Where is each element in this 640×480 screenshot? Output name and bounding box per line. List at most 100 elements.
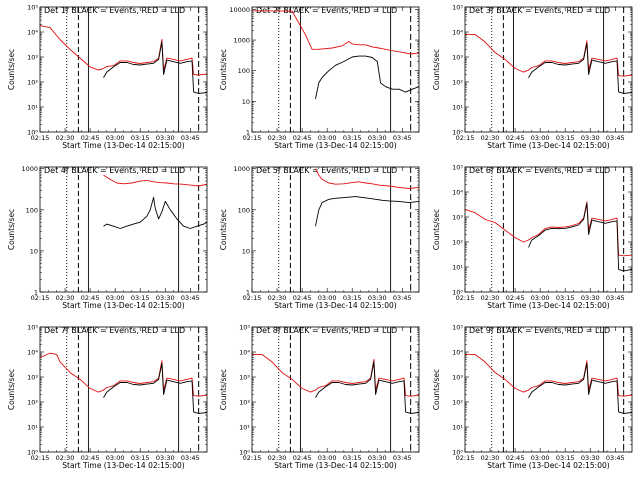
panel-det-8f: Det 8f BLACK = Events, RED = LLD 10⁰ 10¹ 10… [219, 324, 420, 470]
panel-title: Det 1f BLACK = Events, RED = LLD [44, 6, 185, 15]
y-tick-label: 10 [242, 98, 250, 106]
x-tick-label: 03:45 [393, 134, 412, 142]
x-tick-label: 02:45 [81, 134, 100, 142]
y-tick-label: 10¹ [239, 424, 250, 432]
x-tick-label: 03:15 [131, 294, 150, 302]
lld-series-line [103, 174, 207, 187]
x-tick-label: 02:30 [481, 454, 500, 462]
x-tick-label: 03:00 [318, 294, 337, 302]
panel-title: Det 3f BLACK = Events, RED = LLD [469, 6, 610, 15]
x-tick-label: 02:45 [293, 454, 312, 462]
x-tick-label: 03:45 [393, 454, 412, 462]
y-tick-label: 10¹ [452, 264, 463, 272]
time-markers [491, 167, 625, 292]
panel-title: Det 2f BLACK = Events, RED = LLD [256, 6, 397, 15]
panel-det-9f: Det 9f BLACK = Events, RED = LLD 10⁰ 10¹ 10… [432, 324, 633, 470]
x-tick-label: 03:30 [156, 134, 175, 142]
time-markers [278, 167, 412, 292]
y-tick-label: 1000 [233, 37, 250, 45]
y-tick-label: 10⁰ [27, 449, 38, 457]
y-tick-label: 10⁵ [27, 4, 38, 12]
x-tick-label: 03:15 [131, 454, 150, 462]
y-tick-label: 10⁰ [239, 449, 250, 457]
y-tick-label: 10² [452, 79, 463, 87]
panel-det-1f: Det 1f BLACK = Events, RED = LLD 10⁰ 10¹ 10… [7, 4, 208, 150]
y-tick-label: 100 [238, 67, 250, 75]
plot-frame [251, 166, 420, 293]
x-axis-label: Start Time (13-Dec-14 02:15:00) [62, 461, 184, 470]
x-tick-label: 03:30 [156, 294, 175, 302]
x-tick-label: 03:45 [606, 454, 625, 462]
lld-series-line [40, 352, 207, 397]
y-tick-label: 10³ [27, 374, 38, 382]
x-tick-label: 03:15 [556, 294, 575, 302]
time-markers [278, 327, 412, 452]
y-tick-label: 10⁴ [27, 29, 38, 37]
y-tick-label: 10² [27, 79, 38, 87]
y-tick-label: 10¹ [27, 104, 38, 112]
x-axis-label: Start Time (13-Dec-14 02:15:00) [62, 141, 184, 150]
lld-series-line [465, 33, 632, 77]
plot-frame [464, 326, 633, 453]
y-tick-label: 100 [26, 206, 38, 214]
panel-title: Det 9f BLACK = Events, RED = LLD [469, 326, 610, 335]
x-axis-label: Start Time (13-Dec-14 02:15:00) [274, 141, 396, 150]
y-tick-label: 1000 [233, 165, 250, 173]
x-axis-label: Start Time (13-Dec-14 02:15:00) [487, 461, 609, 470]
events-series-line [315, 196, 419, 227]
time-markers [278, 7, 412, 132]
events-series-line [315, 361, 419, 414]
x-tick-label: 03:45 [181, 294, 200, 302]
y-tick-label: 1 [246, 129, 250, 137]
x-tick-label: 03:45 [181, 134, 200, 142]
events-series-line [103, 362, 207, 414]
y-tick-label: 10⁰ [27, 129, 38, 137]
plot-frame [464, 6, 633, 133]
x-tick-label: 03:30 [581, 454, 600, 462]
events-series-line [528, 42, 632, 94]
time-markers [491, 7, 625, 132]
y-tick-label: 10⁴ [452, 29, 463, 37]
x-axis-label: Start Time (13-Dec-14 02:15:00) [274, 301, 396, 310]
y-tick-label: 1000 [21, 165, 38, 173]
y-axis-label: Counts/sec [432, 209, 441, 250]
x-tick-label: 02:45 [506, 134, 525, 142]
time-markers [66, 167, 200, 292]
series-group [252, 353, 419, 414]
y-tick-label: 10³ [239, 374, 250, 382]
y-tick-label: 10⁵ [27, 324, 38, 332]
events-series-line [315, 55, 419, 99]
y-tick-label: 10¹ [452, 424, 463, 432]
x-tick-label: 02:30 [56, 294, 75, 302]
y-tick-label: 10⁰ [452, 129, 463, 137]
lld-series-line [40, 25, 207, 76]
y-tick-label: 10³ [452, 214, 463, 222]
y-tick-label: 10³ [452, 374, 463, 382]
x-tick-label: 03:45 [606, 134, 625, 142]
x-tick-label: 03:30 [581, 294, 600, 302]
x-tick-label: 03:15 [131, 134, 150, 142]
panel-title: Det 5f BLACK = Events, RED = LLD [256, 166, 397, 175]
x-tick-label: 03:00 [318, 454, 337, 462]
x-tick-label: 02:30 [481, 294, 500, 302]
x-tick-label: 02:45 [506, 294, 525, 302]
x-tick-label: 02:15 [243, 134, 262, 142]
plot-frame [39, 6, 208, 133]
events-series-line [103, 41, 207, 94]
x-tick-label: 02:30 [268, 454, 287, 462]
x-axis-label: Start Time (13-Dec-14 02:15:00) [274, 461, 396, 470]
x-tick-label: 02:30 [56, 454, 75, 462]
panel-det-3f: Det 3f BLACK = Events, RED = LLD 10⁰ 10¹ 10… [432, 4, 633, 150]
x-tick-label: 03:15 [343, 134, 362, 142]
series-group [252, 10, 419, 99]
y-tick-label: 10⁵ [239, 324, 250, 332]
time-markers [491, 327, 625, 452]
plot-frame [464, 166, 633, 293]
x-axis-label: Start Time (13-Dec-14 02:15:00) [487, 141, 609, 150]
time-markers [66, 327, 200, 452]
y-tick-label: 10¹ [452, 104, 463, 112]
panel-det-2f: Det 2f BLACK = Events, RED = LLD 1 10 100 10… [219, 6, 420, 150]
plot-frame [39, 326, 208, 453]
y-tick-label: 10⁴ [452, 189, 463, 197]
